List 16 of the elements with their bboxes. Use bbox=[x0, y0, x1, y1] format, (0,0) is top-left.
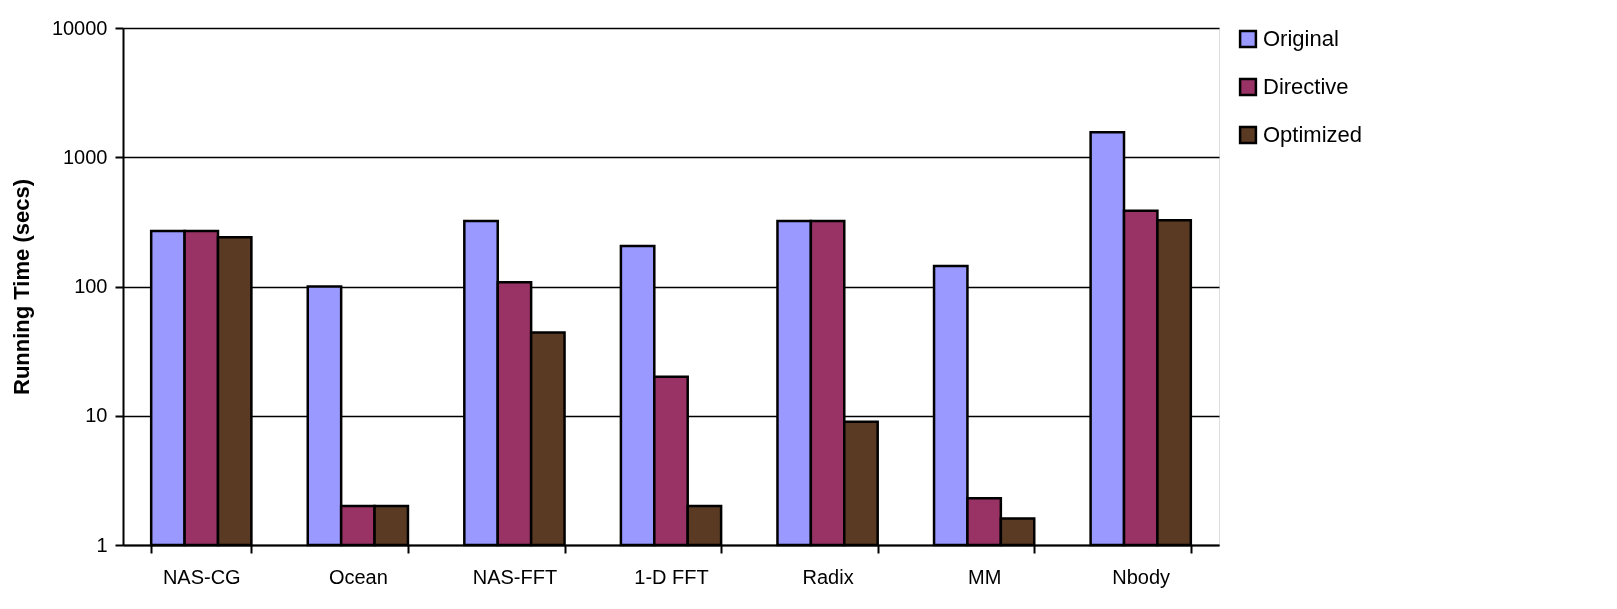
x-tick-label: Radix bbox=[802, 565, 854, 588]
x-tick-label: Ocean bbox=[328, 565, 388, 588]
y-axis-title: Running Time (secs) bbox=[8, 179, 34, 395]
legend-label: Original bbox=[1263, 26, 1339, 51]
legend-label: Optimized bbox=[1263, 122, 1363, 147]
x-tick-label: MM bbox=[967, 565, 1002, 588]
legend-label: Directive bbox=[1263, 74, 1349, 99]
y-tick-label: 10 bbox=[85, 404, 108, 427]
y-tick-label: 100 bbox=[74, 275, 108, 297]
y-tick-label: 10000 bbox=[51, 16, 108, 39]
y-tick-label: 1000 bbox=[63, 145, 108, 168]
x-tick-label: NAS-FFT bbox=[472, 565, 558, 588]
x-tick-label: 1-D FFT bbox=[634, 565, 709, 588]
y-tick-label: 1 bbox=[96, 533, 108, 556]
x-tick-label: NAS-CG bbox=[162, 565, 241, 588]
x-tick-label: Nbody bbox=[1112, 565, 1171, 588]
